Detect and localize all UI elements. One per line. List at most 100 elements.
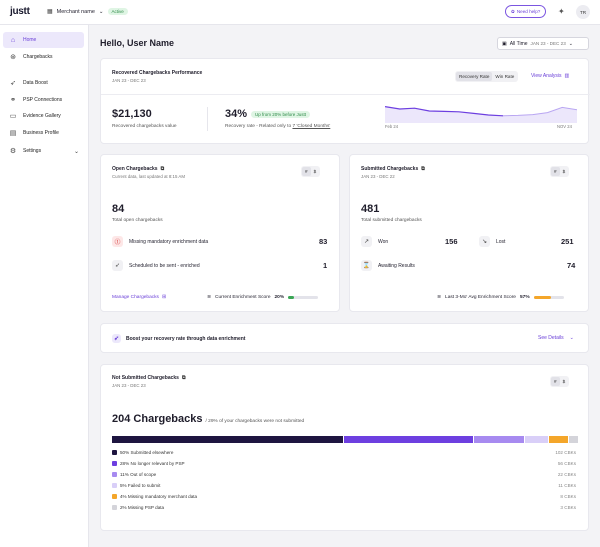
sidebar-item-label: Settings [23,148,42,154]
card-title: Not Submitted Chargebacks [112,375,179,381]
awaiting-value: 74 [567,261,576,270]
card-title: Submitted Chargebacks [361,166,419,172]
legend-value: 11 CBKs [558,483,576,488]
page-title: Hello, User Name [100,38,175,48]
card-subtitle: Current data, last updated at 8:15 AM [112,174,185,179]
open-count-label: Total open chargebacks [112,218,163,223]
row-value: 83 [319,237,328,246]
see-details-button[interactable]: See Details ⌄ [538,335,574,341]
score-value: 20% [274,295,285,300]
bar-segment[interactable] [343,436,473,443]
bar-segment[interactable] [549,436,568,443]
unit-toggle: # $ [301,166,321,177]
not-submitted-count: 204 Chargebacks [112,413,203,425]
not-submitted-card: Not Submitted Chargebacks ⧉ JAN 23 - DEC… [100,364,589,531]
external-link-icon[interactable]: ⧉ [421,166,425,172]
sparkline-projection [503,106,577,117]
legend-swatch [112,450,117,455]
bar-segment[interactable] [568,436,578,443]
trend-down-icon: ↘ [479,236,490,247]
legend-label: 11% Out of scope [120,472,157,477]
closed-months-link[interactable]: 7 'Closed Months' [292,124,331,129]
legend-value: 102 CBKs [555,450,576,455]
hourglass-icon: ⌛ [361,260,372,271]
avatar[interactable]: TR [576,5,590,19]
external-link-icon[interactable]: ⧉ [160,166,165,172]
external-link-icon[interactable]: ⧉ [181,375,186,381]
merchant-selector[interactable]: ▦ Merchant name ⌄ Active [47,8,128,15]
boost-banner[interactable]: ➶ Boost your recovery rate through data … [100,323,589,353]
sidebar-item-settings[interactable]: ⚙ Settings ⌄ [3,143,84,159]
legend-value: 56 CBKs [557,461,576,466]
chargebacks-icon: ⊛ [10,54,16,61]
unit-toggle: # $ [550,376,570,387]
awaiting-label: Awaiting Results [378,262,415,269]
bar-segment[interactable] [525,436,549,443]
row-label: Missing mandatory enrichment data [129,238,209,245]
toggle-win-rate[interactable]: Win Rate [495,74,515,79]
sidebar-item-chargebacks[interactable]: ⊛ Chargebacks [3,49,84,65]
legend-item: 50% Submitted elsewhere [112,450,173,455]
gear-icon: ⚙ [9,148,17,155]
lost-row[interactable]: ↘ Lost [479,236,505,247]
sidebar-item-evidence-gallery[interactable]: ▭ Evidence Gallery [3,108,84,124]
awaiting-row[interactable]: ⌛ Awaiting Results [361,260,415,271]
toggle-count[interactable]: # [551,377,560,386]
sidebar-item-label: PSP Connections [23,97,63,103]
alert-icon: ⓵ [112,236,123,247]
sidebar-item-label: Data Boost [23,80,48,86]
legend-item: 11% Out of scope [112,472,156,477]
metric-toggle: Recovery Rate Win Rate [455,71,519,82]
store-icon: ▦ [47,9,53,15]
scheduled-row[interactable]: ➶ Scheduled to be sent - enriched [112,260,200,271]
divider [207,107,208,131]
legend-item: 4% Missing mandatory merchant data [112,494,197,499]
enrichment-score: ≋ Current Enrichment Score 20% [207,295,319,300]
score-bar-fill [288,296,295,299]
toggle-amount[interactable]: $ [562,379,566,384]
sidebar-item-psp-connections[interactable]: ⚭ PSP Connections [3,92,84,108]
legend-swatch [112,461,117,466]
link-icon: ⚭ [10,97,16,104]
bar-segment[interactable] [473,436,525,443]
legend-swatch [112,472,117,477]
rocket-icon: ➶ [112,260,123,271]
need-help-button[interactable]: ✿ Need help? [505,5,547,18]
chevron-down-icon: ⌄ [98,8,104,15]
legend-swatch [112,483,117,488]
justt-logo[interactable]: justt [10,6,30,17]
view-analysis-link[interactable]: View Analysis ▥ [531,73,569,79]
manage-chargebacks-link[interactable]: Manage Chargebacks ⊞ [112,295,166,300]
recovered-performance-card: Recovered Chargebacks Performance JAN 23… [100,58,590,144]
top-bar: justt ▦ Merchant name ⌄ Active ✿ Need he… [0,0,600,25]
folder-icon: ▭ [9,113,17,120]
legend-label: 5% Failed to submit [120,483,161,488]
bar-segment[interactable] [112,436,343,443]
sidebar-item-home[interactable]: ⌂ Home [3,32,84,48]
toggle-count[interactable]: # [302,167,311,176]
date-range-picker[interactable]: ▣ All Time JAN 23 - DEC 23 ⌄ [497,37,589,50]
missing-enrichment-row[interactable]: ⓵ Missing mandatory enrichment data [112,236,208,247]
toggle-amount[interactable]: $ [313,169,317,174]
sidebar-item-data-boost[interactable]: ➶ Data Boost [3,75,84,91]
toggle-amount[interactable]: $ [562,169,566,174]
legend-swatch [112,494,117,499]
sidebar-item-label: Home [23,37,37,43]
chevron-down-icon: ⌄ [569,335,574,341]
sparkle-icon[interactable]: ✦ [558,7,565,16]
rocket-icon: ➶ [112,334,121,343]
boost-text: Boost your recovery rate through data en… [126,335,246,342]
toggle-count[interactable]: # [551,167,560,176]
recovered-amount-label: Recovered chargebacks value [112,124,177,129]
won-row[interactable]: ↗ Won [361,236,388,247]
chevron-down-icon: ⌄ [568,40,573,47]
sidebar-item-label: Evidence Gallery [23,113,61,119]
sidebar-item-label: Chargebacks [23,54,53,60]
date-range-dates: JAN 23 - DEC 23 [530,41,566,46]
legend-item: 5% Failed to submit [112,483,160,488]
briefcase-icon: ▤ [9,130,17,137]
wifi-icon: ≋ [207,295,212,300]
toggle-recovery-rate[interactable]: Recovery Rate [456,72,493,81]
sidebar-item-business-profile[interactable]: ▤ Business Profile [3,125,84,141]
score-label: Last 3-Mo' Avg Enrichment Score [445,295,516,300]
